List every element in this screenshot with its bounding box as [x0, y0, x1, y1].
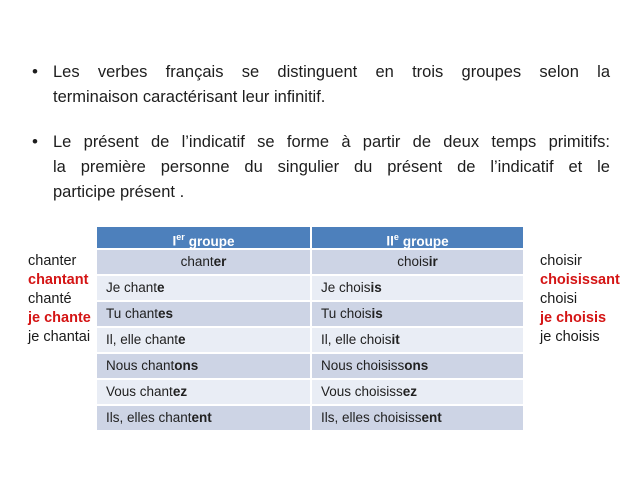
verb-ending: ent — [421, 410, 442, 425]
table-cell: Je chante — [97, 276, 310, 302]
group1-label: groupe — [188, 233, 235, 249]
verb-stem: chois — [397, 254, 429, 269]
verb-stem: Nous choisiss — [321, 358, 405, 373]
verb-stem: Nous chant — [106, 358, 175, 373]
list-item: chanter — [28, 253, 77, 269]
table-cell: Nous choisissons — [310, 354, 523, 380]
list-item: je choisis — [540, 329, 600, 345]
table-cell: Ils, elles chantent — [97, 406, 310, 432]
verb-ending: es — [158, 306, 174, 321]
bullet-list: • Les verbes français se distinguent en t… — [30, 60, 610, 225]
verb-stem: Ils, elles chant — [106, 410, 192, 425]
group2-numeral: II — [386, 233, 394, 249]
group2-superscript: e — [393, 232, 399, 242]
verb-ending: it — [391, 332, 400, 347]
group1-superscript: er — [176, 232, 185, 242]
verb-stem: Vous choisiss — [321, 384, 403, 399]
table-cell: Tu choisis — [310, 302, 523, 328]
bullet-item: • Les verbes français se distinguent en t… — [30, 60, 610, 110]
bullet-marker: • — [32, 62, 38, 81]
list-item: choisi — [540, 291, 578, 307]
table-cell: Je choisis — [310, 276, 523, 302]
verb-stem: Je chant — [106, 280, 158, 295]
table-header-group1: Ier groupe — [97, 227, 310, 250]
right-verb-list: choisir choisissant choisi je choisis je cho… — [540, 252, 620, 347]
group1-numeral: I — [172, 233, 177, 249]
verb-ending: ons — [404, 358, 429, 373]
bullet-marker: • — [32, 132, 38, 151]
verb-ending: ir — [428, 254, 438, 269]
bullet-line: Le présent de l’indicatif se forme à par… — [53, 133, 610, 151]
verb-stem: Vous chant — [106, 384, 173, 399]
table-cell: Tu chantes — [97, 302, 310, 328]
table-header-group2: IIe groupe — [310, 227, 523, 250]
verb-stem: Je chois — [321, 280, 371, 295]
list-item: je chante — [28, 310, 91, 326]
verb-ending: er — [213, 254, 227, 269]
list-item: chantant — [28, 272, 89, 288]
table-cell: Vous choisissez — [310, 380, 523, 406]
list-item: je chantai — [28, 329, 91, 345]
verb-stem: Tu chant — [106, 306, 159, 321]
verb-stem: chant — [180, 254, 214, 269]
verb-ending: is — [370, 280, 382, 295]
group2-label: groupe — [402, 233, 449, 249]
verb-stem: Il, elle chois — [321, 332, 392, 347]
verb-ending: ent — [191, 410, 212, 425]
list-item: choisissant — [540, 272, 620, 288]
bullet-line: terminaison caractérisant leur infinitif… — [53, 88, 326, 106]
table-cell: Vous chantez — [97, 380, 310, 406]
verb-stem: Il, elle chant — [106, 332, 179, 347]
verb-ending: e — [157, 280, 165, 295]
table-cell: Ils, elles choisissent — [310, 406, 523, 432]
bullet-item: • Le présent de l’indicatif se forme à pa… — [30, 130, 610, 205]
list-item: je choisis — [540, 310, 607, 326]
table-cell: chanter — [97, 250, 310, 276]
verb-ending: ez — [172, 384, 188, 399]
table-cell: Il, elle chante — [97, 328, 310, 354]
list-item: chanté — [28, 291, 72, 307]
verb-ending: ons — [174, 358, 199, 373]
table-cell: Il, elle choisit — [310, 328, 523, 354]
bullet-line: participe présent . — [53, 183, 185, 201]
table-cell: choisir — [310, 250, 523, 276]
verb-stem: Ils, elles choisiss — [321, 410, 422, 425]
list-item: choisir — [540, 253, 582, 269]
verb-ending: e — [178, 332, 186, 347]
bullet-line: Les verbes français se distinguent en tr… — [53, 63, 610, 81]
left-verb-list: chanter chantant chanté je chante je chantai — [28, 252, 91, 347]
table-cell: Nous chantons — [97, 354, 310, 380]
verb-conjugation-table: Ier groupe IIe groupe chanter choisir Je cha… — [97, 227, 523, 432]
verb-ending: ez — [402, 384, 418, 399]
bullet-line: la première personne du singulier du pré… — [53, 158, 610, 176]
verb-ending: is — [371, 306, 383, 321]
verb-stem: Tu chois — [321, 306, 372, 321]
